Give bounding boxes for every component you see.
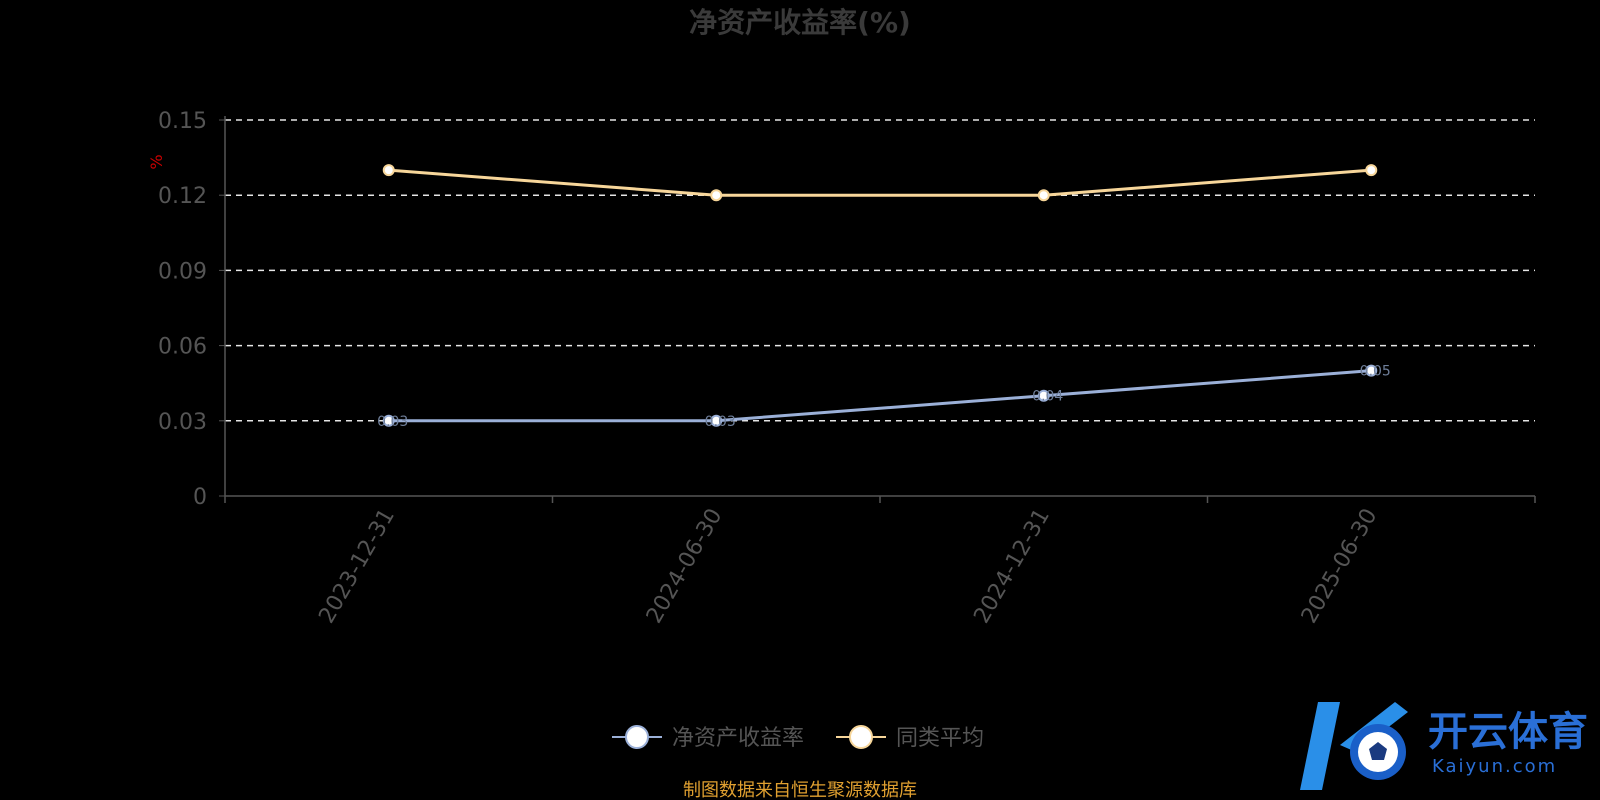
data-point[interactable]: [1365, 164, 1378, 177]
legend-item[interactable]: 同类平均: [836, 725, 984, 751]
watermark-text: 开云体育: [1428, 709, 1588, 755]
gridlines: [225, 119, 1535, 422]
y-tick-label: 0.03: [158, 410, 207, 435]
data-label: 0.03: [705, 414, 736, 430]
data-point[interactable]: [1365, 364, 1378, 377]
y-tick-label: 0.06: [158, 335, 207, 360]
data-label: 0.03: [377, 414, 408, 430]
data-label: 0.05: [1360, 364, 1391, 380]
x-tick-label: 2025-06-30: [1297, 505, 1383, 628]
data-point[interactable]: [710, 189, 723, 202]
x-tick-label: 2023-12-31: [314, 505, 400, 628]
legend[interactable]: 净资产收益率 同类平均: [612, 725, 984, 751]
watermark-logo: 开云体育 Kaiyun.com: [1300, 702, 1588, 790]
legend-marker: [625, 725, 649, 749]
source-note: 制图数据来自恒生聚源数据库: [683, 780, 917, 800]
k-soccer-ball-logo-icon: [1300, 702, 1408, 790]
series-lines: 0.03 0.03 0.04 0.05: [377, 164, 1391, 430]
y-axis-ticks: 0 0.03 0.06 0.09 0.12 0.15: [158, 109, 225, 510]
legend-label: 同类平均: [896, 726, 984, 751]
axes: [224, 116, 1536, 503]
x-tick-label: 2024-12-31: [969, 505, 1055, 628]
legend-label: 净资产收益率: [672, 726, 804, 751]
x-tick-label: 2024-06-30: [642, 505, 728, 628]
data-label: 0.04: [1032, 389, 1063, 405]
y-tick-label: 0: [193, 485, 207, 510]
x-axis-ticks: 2023-12-31 2024-06-30 2024-12-31 2025-06-30: [314, 505, 1382, 628]
legend-item[interactable]: 净资产收益率: [612, 725, 804, 751]
data-point[interactable]: [1037, 189, 1050, 202]
chart-title: 净资产收益率(%): [689, 6, 911, 39]
y-tick-label: 0.09: [158, 259, 207, 284]
legend-marker: [849, 725, 873, 749]
series-line: [388, 168, 1372, 197]
data-point[interactable]: [710, 414, 723, 427]
y-axis-unit-label: %: [147, 154, 166, 169]
data-point[interactable]: [1037, 389, 1050, 402]
data-point[interactable]: [382, 164, 395, 177]
series-line: [388, 369, 1372, 423]
y-tick-label: 0.15: [158, 109, 207, 134]
watermark-subtext: Kaiyun.com: [1432, 756, 1557, 777]
y-tick-label: 0.12: [158, 184, 207, 209]
data-point[interactable]: [382, 414, 395, 427]
